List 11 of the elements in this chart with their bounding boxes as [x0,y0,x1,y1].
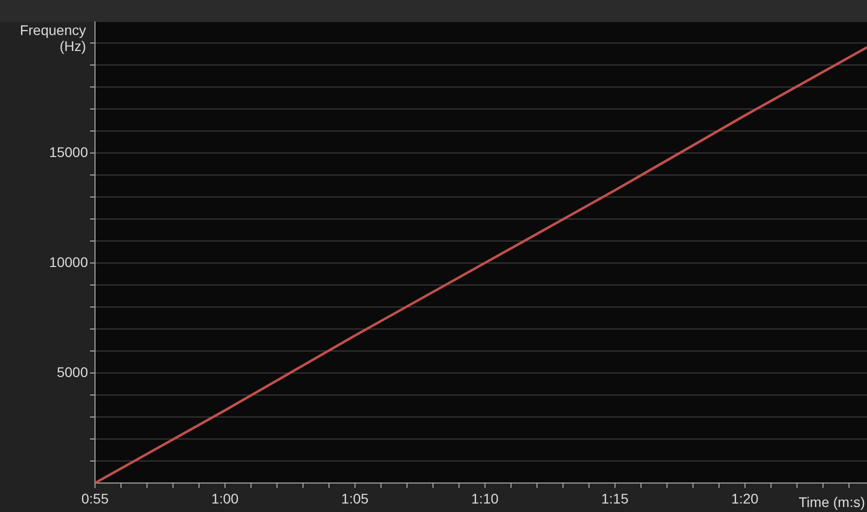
x-tick-label: 1:10 [471,490,499,506]
y-tick-label: 10000 [49,254,88,270]
x-axis-title: Time (m:s) [798,494,865,510]
x-tick-label: 1:20 [731,490,759,506]
x-tick-label: 1:05 [341,490,369,506]
y-tick-label: 5000 [56,364,88,380]
x-tick-label: 1:15 [601,490,629,506]
y-axis-title: Frequency (Hz) [18,22,86,54]
x-tick-label: 1:00 [211,490,239,506]
y-tick-label: 15000 [49,144,88,160]
x-tick-label: 0:55 [81,490,109,506]
